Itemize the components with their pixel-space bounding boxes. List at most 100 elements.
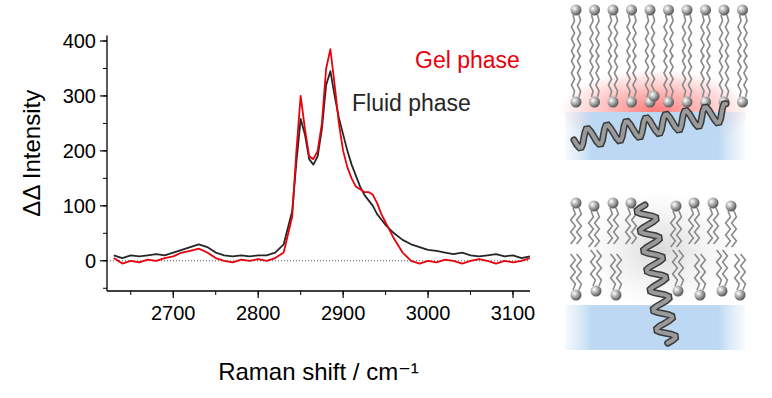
lipid-tail (688, 15, 691, 57)
y-axis-line (106, 36, 107, 292)
lipid-tail (707, 15, 710, 57)
lipid-tail (725, 15, 728, 57)
y-minor-tick (103, 123, 107, 124)
lipid-tail (645, 55, 648, 97)
lipid-tail (695, 208, 700, 244)
y-tick (100, 40, 107, 41)
y-axis-label: ΔΔ Intensity (18, 90, 45, 217)
lipid-head (571, 97, 582, 108)
lipid-head (626, 97, 637, 108)
lipid-head (591, 286, 602, 297)
lipid-tail (627, 15, 630, 57)
y-minor-tick (103, 260, 107, 261)
lipid-tail (671, 211, 676, 247)
x-minor-tick (428, 291, 429, 295)
lipid-head (589, 5, 600, 16)
lipid-head (737, 5, 748, 16)
lipid-head (626, 5, 637, 16)
lipid-head (663, 5, 674, 16)
lipid-head (719, 5, 730, 16)
lipid-head (708, 198, 719, 209)
lipid-tail (689, 208, 694, 244)
lipid-tail (723, 250, 728, 286)
lipid-head (673, 286, 684, 297)
lipid-head (611, 290, 622, 301)
x-tick-label: 3100 (491, 302, 536, 324)
helix-shadow (637, 205, 675, 343)
y-minor-tick (103, 68, 107, 69)
lipid-head (571, 198, 582, 209)
membrane-schematics (560, 5, 750, 351)
x-tick (258, 291, 259, 298)
lipid-head (589, 97, 600, 108)
lipid-tail (695, 254, 700, 290)
lipid-tail (707, 55, 710, 97)
lipid-head (608, 97, 619, 108)
lipid-tail (596, 15, 599, 57)
lipid-tail (595, 211, 600, 247)
helix-shadow (574, 104, 726, 148)
y-tick-label: 400 (63, 30, 96, 52)
lipid-tail (577, 15, 580, 57)
lipid-head (717, 286, 728, 297)
y-minor-tick (103, 95, 107, 96)
lipid-tail (719, 15, 722, 57)
legend-entry: Fluid phase (352, 90, 471, 116)
plot-area (114, 49, 530, 263)
lipid-head (689, 198, 700, 209)
y-tick (100, 260, 107, 261)
lipid-head (608, 198, 619, 209)
lipid-tail (682, 15, 685, 57)
lipid-tail (633, 15, 636, 57)
figure: 270028002900300031000100200300400Raman s… (0, 0, 772, 398)
spectrum-line (114, 71, 530, 258)
x-minor-tick (385, 291, 386, 295)
lipid-tail (627, 55, 630, 97)
lipid-tail (571, 55, 574, 97)
lipid-tail (677, 211, 682, 247)
lipid-tail (571, 254, 576, 290)
lipid-head (608, 5, 619, 16)
lipid-head (735, 290, 746, 301)
y-tick-label: 200 (63, 140, 96, 162)
lipid-tail (664, 15, 667, 57)
lipid-tail (645, 15, 648, 57)
lipid-tail (708, 208, 713, 244)
x-tick (343, 291, 344, 298)
y-minor-tick (103, 288, 107, 289)
lipid-head (626, 198, 637, 209)
x-minor-tick (173, 291, 174, 295)
lipid-tail (597, 250, 602, 286)
lipid-tail (571, 208, 576, 244)
y-minor-tick (103, 233, 107, 234)
lipid-tail (614, 55, 617, 97)
lipid-tail (611, 254, 616, 290)
lipid-tail (614, 15, 617, 57)
y-minor-tick (103, 40, 107, 41)
x-tick-label: 2800 (236, 302, 281, 324)
lipid-head (726, 201, 737, 212)
x-minor-tick (215, 291, 216, 295)
x-tick (512, 291, 513, 298)
lipid-tail (614, 208, 619, 244)
lipid-tail (719, 55, 722, 97)
lipid-tail (735, 254, 740, 290)
lipid-tail (571, 15, 574, 57)
y-minor-tick (103, 205, 107, 206)
lipid-tail (744, 15, 747, 57)
lipid-tail (608, 15, 611, 57)
lipid-head (649, 91, 660, 102)
lipid-tail (577, 254, 582, 290)
lipid-head (695, 290, 706, 301)
spectrum-line (114, 49, 530, 263)
lipid-tail (738, 55, 741, 97)
helix (574, 104, 726, 148)
x-minor-tick (300, 291, 301, 295)
y-tick (100, 150, 107, 151)
x-axis-line (107, 290, 530, 291)
y-minor-tick (103, 178, 107, 179)
lipid-tail (682, 55, 685, 97)
x-axis-label: Raman shift / cm⁻¹ (218, 358, 419, 385)
lipid-tail (664, 55, 667, 97)
lipid-tail (738, 15, 741, 57)
